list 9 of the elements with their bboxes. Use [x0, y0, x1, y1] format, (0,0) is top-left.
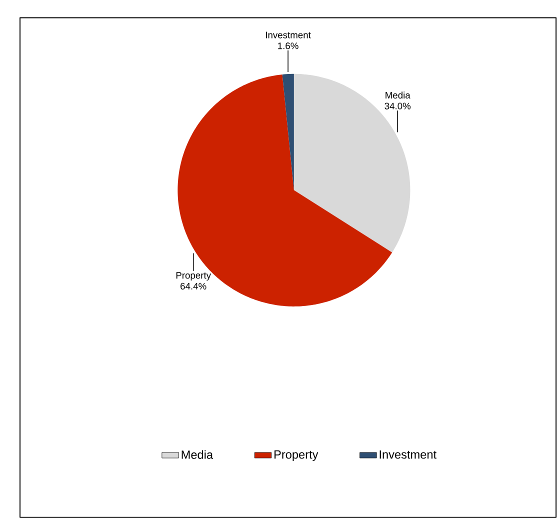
slice-label: Property [176, 272, 212, 280]
legend-label: Property [274, 450, 318, 461]
data-label: 34.0% [384, 102, 411, 110]
legend-label: Investment [380, 450, 436, 459]
data-label: 1.6% [278, 42, 298, 50]
slice-label: Media [386, 92, 410, 98]
legend-label: Media [182, 450, 214, 459]
slice-label: Investment [266, 32, 311, 38]
data-label: 64.4% [180, 282, 206, 290]
